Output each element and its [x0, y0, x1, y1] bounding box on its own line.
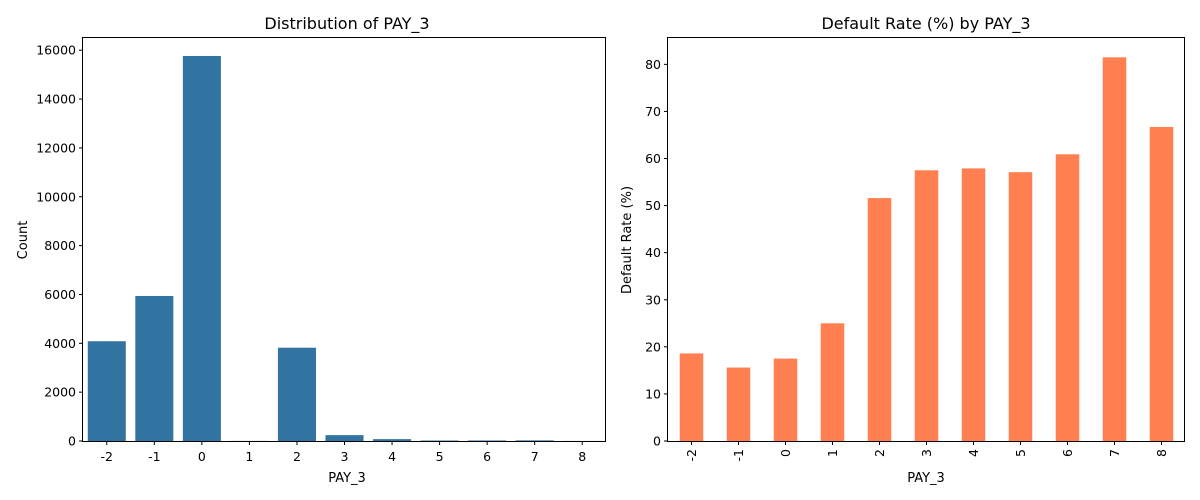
x-tick-label: -2: [684, 449, 699, 461]
x-axis-ticks: -2 -1 0 1 2 3 4 5 6 7 8: [684, 441, 1169, 461]
y-axis-label: Default Rate (%): [620, 186, 635, 294]
count-distribution-chart: Distribution of PAY_3 0 2000 4000 6000 8000 1…: [16, 14, 606, 486]
y-tick-label: 16000: [36, 43, 76, 58]
bar-2: [277, 347, 316, 441]
bar-7: [1102, 57, 1127, 442]
bar--2: [87, 341, 126, 441]
y-tick-label: 10000: [36, 189, 76, 204]
bar-1: [820, 323, 845, 441]
y-tick-label: 2000: [44, 385, 76, 400]
x-tick-label: 3: [341, 449, 349, 464]
bar-3: [914, 170, 939, 442]
y-tick-label: 50: [645, 198, 661, 213]
y-tick-label: 80: [645, 57, 661, 72]
default-rate-chart: Default Rate (%) by PAY_3 01020304050607…: [620, 14, 1185, 486]
x-axis-label: PAY_3: [328, 471, 366, 486]
x-tick-label: 3: [919, 449, 934, 457]
y-axis-ticks: 0 2000 4000 6000 8000 10000 12000 14000 16000: [36, 43, 83, 449]
x-tick-label: 5: [436, 449, 444, 464]
x-tick-label: 7: [1107, 449, 1122, 457]
x-tick-label: -2: [101, 449, 113, 464]
x-tick-label: -1: [731, 449, 746, 461]
y-tick-label: 6000: [44, 287, 76, 302]
x-tick-label: 2: [293, 449, 301, 464]
x-tick-label: 6: [1060, 449, 1075, 457]
x-tick-label: 0: [778, 449, 793, 457]
y-tick-label: 20: [645, 339, 661, 354]
bar-5: [1008, 172, 1033, 441]
bar-2: [867, 198, 892, 441]
bar-5: [420, 440, 459, 441]
bar-3: [325, 435, 364, 441]
y-tick-label: 12000: [36, 140, 76, 155]
bar--2: [679, 353, 704, 441]
x-tick-label: 4: [388, 449, 396, 464]
x-tick-label: 5: [1013, 449, 1028, 457]
bar-0: [773, 358, 798, 441]
x-tick-label: -1: [148, 449, 160, 464]
x-tick-label: 1: [825, 449, 840, 457]
y-tick-label: 4000: [44, 336, 76, 351]
y-axis-ticks: 0 10 20 30 40 50 60 70 80: [645, 57, 668, 449]
bar-4: [373, 439, 412, 441]
chart-title: Distribution of PAY_3: [264, 14, 429, 34]
y-tick-label: 14000: [36, 92, 76, 107]
x-tick-label: 0: [198, 449, 206, 464]
x-axis-label: PAY_3: [907, 471, 945, 486]
bar-7: [515, 440, 554, 441]
bar-0: [182, 55, 221, 441]
y-tick-label: 0: [68, 434, 76, 449]
bar-6: [468, 440, 507, 441]
bar-4: [961, 168, 986, 441]
x-axis-ticks: -2 -1 0 1 2 3 4 5 6 7 8: [101, 441, 586, 464]
x-tick-label: 2: [872, 449, 887, 457]
bar--1: [726, 367, 751, 441]
bar-8: [1149, 126, 1174, 441]
x-tick-label: 4: [966, 449, 981, 457]
y-tick-label: 8000: [44, 238, 76, 253]
bars: [679, 57, 1174, 442]
y-tick-label: 60: [645, 151, 661, 166]
bars: [87, 55, 602, 441]
x-tick-label: 8: [1154, 449, 1169, 457]
y-tick-label: 10: [645, 386, 661, 401]
y-tick-label: 30: [645, 292, 661, 307]
x-tick-label: 8: [578, 449, 586, 464]
y-tick-label: 70: [645, 104, 661, 119]
y-tick-label: 40: [645, 245, 661, 260]
y-axis-label: Count: [16, 221, 31, 260]
y-tick-label: 0: [653, 434, 661, 449]
x-tick-label: 7: [531, 449, 539, 464]
x-tick-label: 6: [483, 449, 491, 464]
chart-title: Default Rate (%) by PAY_3: [821, 14, 1030, 34]
bar-6: [1055, 154, 1080, 442]
x-tick-label: 1: [245, 449, 253, 464]
bar--1: [135, 295, 174, 441]
